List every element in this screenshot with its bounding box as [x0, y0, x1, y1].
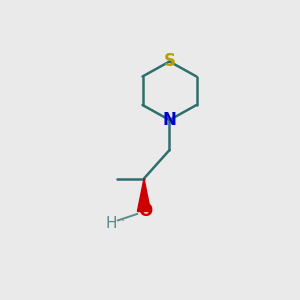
Text: ·: ·: [120, 215, 124, 229]
Text: O: O: [138, 202, 152, 220]
Polygon shape: [137, 178, 151, 212]
Text: N: N: [163, 111, 176, 129]
Text: H: H: [105, 216, 117, 231]
Text: S: S: [164, 52, 175, 70]
